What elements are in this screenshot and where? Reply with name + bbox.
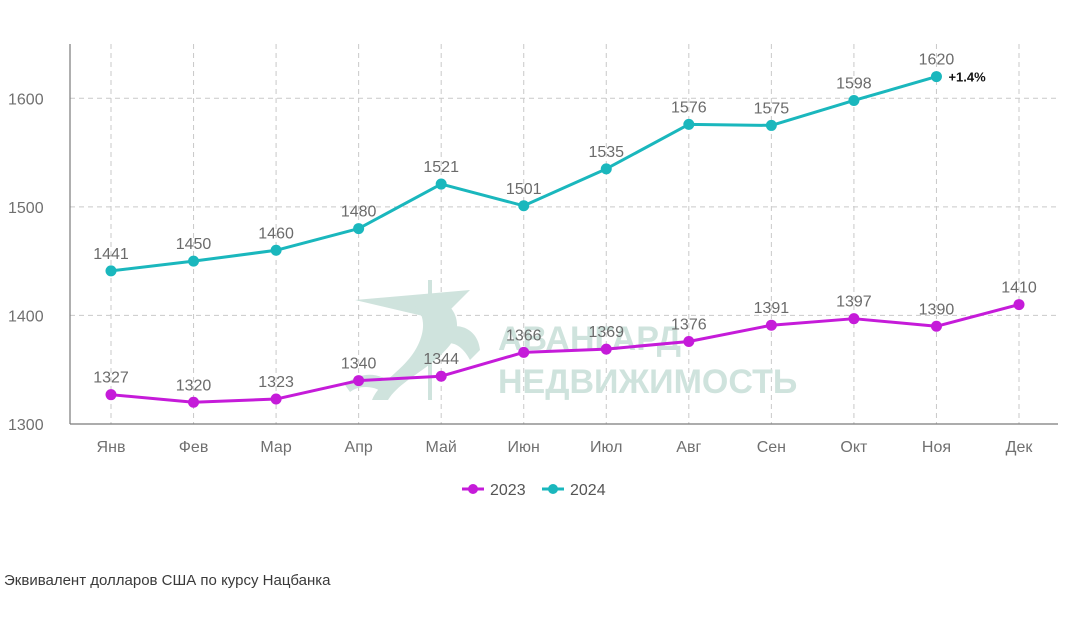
- data-label-2023: 1376: [671, 316, 707, 333]
- legend-swatch-marker: [548, 484, 558, 494]
- x-tick-label: Сен: [757, 439, 786, 456]
- x-tick-label: Мар: [260, 439, 291, 456]
- data-point-2023: [270, 393, 282, 405]
- y-tick-label: 1600: [8, 91, 44, 108]
- data-point-2023: [353, 375, 365, 387]
- axes: 1300 1400 1500 1600 Янв Фев Мар Апр Май Июн Июл Авг…: [8, 44, 1058, 456]
- data-label-2024: 1480: [341, 204, 377, 221]
- legend-item-2023[interactable]: 2023: [462, 482, 526, 499]
- data-label-2023: 1391: [754, 300, 790, 317]
- data-label-2023: 1390: [919, 301, 955, 318]
- data-labels: 1327 1320 1323 1340 1344 1366 1369 1376 1391 1397…: [93, 52, 1037, 395]
- data-point-2024: [683, 118, 695, 130]
- data-label-2024: 1576: [671, 99, 707, 116]
- x-tick-label: Апр: [345, 439, 373, 456]
- knight-logo-icon: [345, 280, 480, 400]
- data-label-2024: 1450: [176, 236, 212, 253]
- legend-label: 2023: [490, 482, 526, 499]
- data-point-2024: [600, 163, 612, 175]
- y-tick-label: 1300: [8, 417, 44, 434]
- data-point-2023: [930, 320, 942, 332]
- legend-label: 2024: [570, 482, 606, 499]
- data-label-2023: 1410: [1001, 280, 1037, 297]
- data-point-2024: [848, 94, 860, 106]
- change-annotation: +1.4%: [948, 70, 986, 85]
- data-point-2023: [765, 319, 777, 331]
- data-point-2023: [435, 370, 447, 382]
- legend-item-2024[interactable]: 2024: [542, 482, 606, 499]
- x-tick-label: Июл: [590, 439, 622, 456]
- data-point-2024: [518, 200, 530, 212]
- x-tick-label: Окт: [840, 439, 868, 456]
- footnote: Эквивалент долларов США по курсу Нацбанк…: [4, 572, 331, 589]
- y-tick-label: 1400: [8, 308, 44, 325]
- x-tick-label: Авг: [676, 439, 701, 456]
- x-tick-label: Дек: [1006, 439, 1034, 456]
- series-line-2023: [110, 303, 1020, 404]
- data-point-2023: [683, 335, 695, 347]
- data-point-2023: [848, 313, 860, 325]
- data-label-2023: 1397: [836, 294, 872, 311]
- y-tick-label: 1500: [8, 200, 44, 217]
- data-point-2023: [1013, 299, 1025, 311]
- data-label-2024: 1620: [919, 52, 955, 69]
- data-point-2023: [105, 389, 117, 401]
- data-point-2024: [270, 244, 282, 256]
- legend-swatch-marker: [468, 484, 478, 494]
- data-label-2023: 1327: [93, 370, 129, 387]
- data-point-2024: [930, 71, 942, 83]
- data-point-2023: [600, 343, 612, 355]
- data-point-2024: [188, 255, 200, 267]
- data-label-2023: 1323: [258, 374, 294, 391]
- data-label-2024: 1441: [93, 246, 129, 263]
- data-point-2023: [188, 396, 200, 408]
- x-tick-label: Июн: [508, 439, 540, 456]
- x-tick-label: Янв: [97, 439, 126, 456]
- series: [105, 71, 1025, 408]
- data-label-2023: 1320: [176, 377, 212, 394]
- data-point-2024: [105, 265, 117, 277]
- data-point-2024: [353, 223, 365, 235]
- x-tick-label: Ноя: [922, 439, 951, 456]
- data-point-2024: [765, 119, 777, 131]
- data-label-2023: 1369: [588, 324, 624, 341]
- data-label-2024: 1598: [836, 75, 872, 92]
- data-label-2024: 1575: [754, 100, 790, 117]
- data-label-2023: 1340: [341, 356, 377, 373]
- watermark-line2: НЕДВИЖИМОСТЬ: [498, 363, 797, 401]
- legend: 2023 2024: [462, 482, 606, 499]
- x-tick-label: Май: [426, 439, 457, 456]
- watermark-logo: АВАНГАРД НЕДВИЖИМОСТЬ: [345, 280, 797, 401]
- data-label-2024: 1535: [588, 144, 624, 161]
- x-tick-label: Фев: [179, 439, 209, 456]
- data-label-2023: 1344: [423, 351, 459, 368]
- data-label-2024: 1460: [258, 225, 294, 242]
- data-point-2024: [435, 178, 447, 190]
- data-point-2023: [518, 346, 530, 358]
- data-label-2023: 1366: [506, 327, 542, 344]
- data-label-2024: 1521: [423, 159, 459, 176]
- data-label-2024: 1501: [506, 181, 542, 198]
